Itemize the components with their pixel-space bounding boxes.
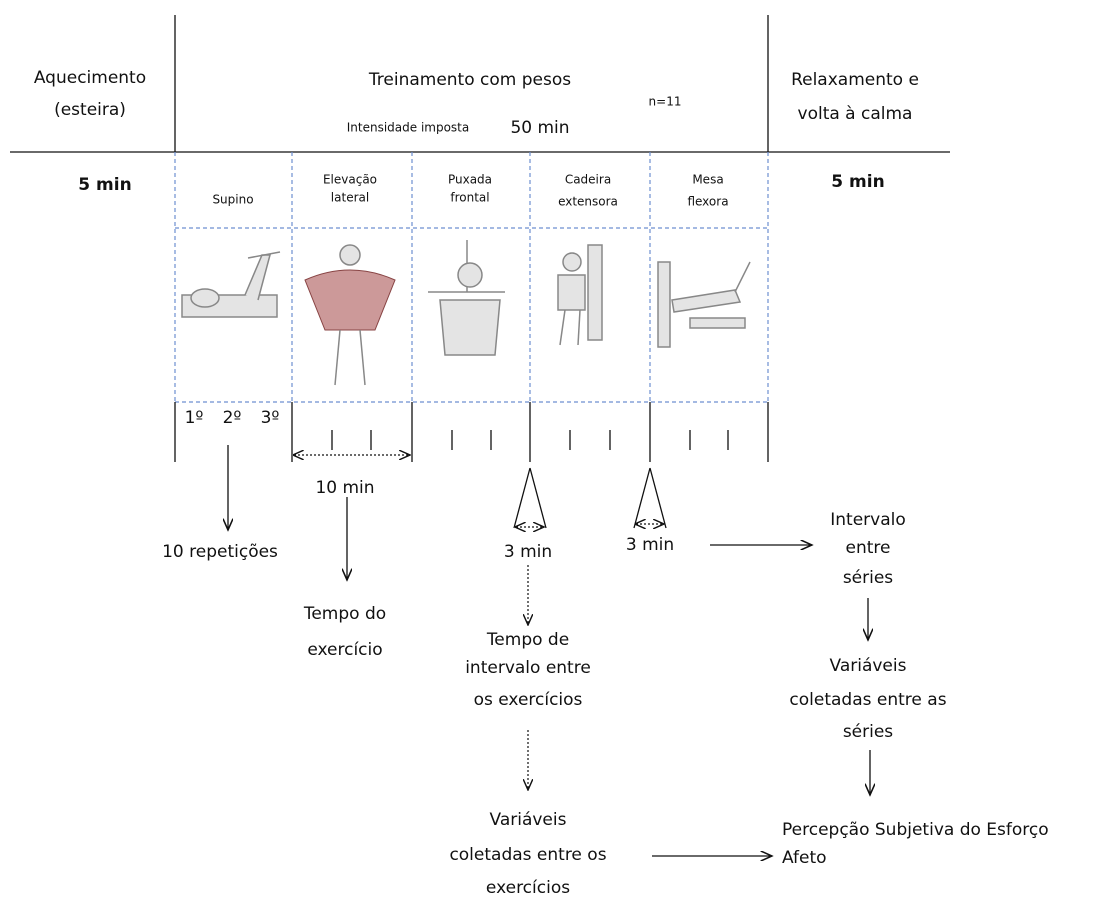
annotation: coletadas entre os (449, 845, 606, 865)
phase-title: volta à calma (798, 104, 913, 124)
phase-title: Aquecimento (34, 68, 146, 88)
phase-title: (esteira) (54, 100, 126, 120)
phase-title: Treinamento com pesos (368, 70, 571, 90)
annotation: 3 min (504, 542, 552, 562)
annotations: 10 repetições 10 min Tempo do exercício … (162, 445, 1049, 898)
exercise-name: Puxada (448, 173, 492, 187)
duration: 5 min (831, 172, 884, 192)
annotation: exercícios (486, 878, 570, 898)
annotation: entre (846, 538, 891, 558)
leg-curl-sketch (658, 262, 750, 347)
intensity: Intensidade imposta (347, 121, 470, 135)
series-label: 1º (185, 408, 204, 428)
lateral-raise-sketch (305, 245, 395, 385)
annotation: 3 min (626, 535, 674, 555)
sample-size: n=11 (649, 95, 682, 109)
annotation: 10 repetições (162, 542, 278, 562)
annotation: exercício (307, 640, 382, 660)
annotation: Tempo do (303, 604, 386, 624)
exercise-name: lateral (331, 191, 369, 205)
exercise-name: Cadeira (565, 173, 611, 187)
series-label: 2º (223, 408, 242, 428)
labels: Aquecimento (esteira) Treinamento com pe… (34, 68, 919, 428)
annotation: Intervalo (830, 510, 906, 530)
annotation: Tempo de (486, 630, 569, 650)
exercise-name: extensora (558, 195, 618, 209)
duration: 50 min (510, 118, 569, 138)
diagram: Aquecimento (esteira) Treinamento com pe… (0, 0, 1117, 900)
duration: 5 min (78, 175, 131, 195)
exercise-name: Mesa (692, 173, 723, 187)
exercise-name: frontal (450, 191, 489, 205)
exercise-images (182, 240, 750, 385)
annotation: Variáveis (490, 810, 567, 830)
leg-extension-sketch (558, 245, 602, 345)
annotation: intervalo entre (465, 658, 591, 678)
annotation: Afeto (782, 848, 827, 868)
annotation: Variáveis (830, 656, 907, 676)
phase-title: Relaxamento e (791, 70, 919, 90)
bench-press-sketch (182, 252, 280, 317)
series-label: 3º (261, 408, 280, 428)
annotation: séries (843, 722, 893, 742)
annotation: Percepção Subjetiva do Esforço (782, 820, 1049, 840)
annotation: 10 min (315, 478, 374, 498)
annotation: séries (843, 568, 893, 588)
annotation: os exercícios (474, 690, 583, 710)
annotation: coletadas entre as (789, 690, 946, 710)
exercise-name: Supino (212, 193, 253, 207)
exercise-name: Elevação (323, 173, 377, 187)
exercise-name: flexora (687, 195, 728, 209)
lat-pulldown-sketch (428, 240, 505, 355)
